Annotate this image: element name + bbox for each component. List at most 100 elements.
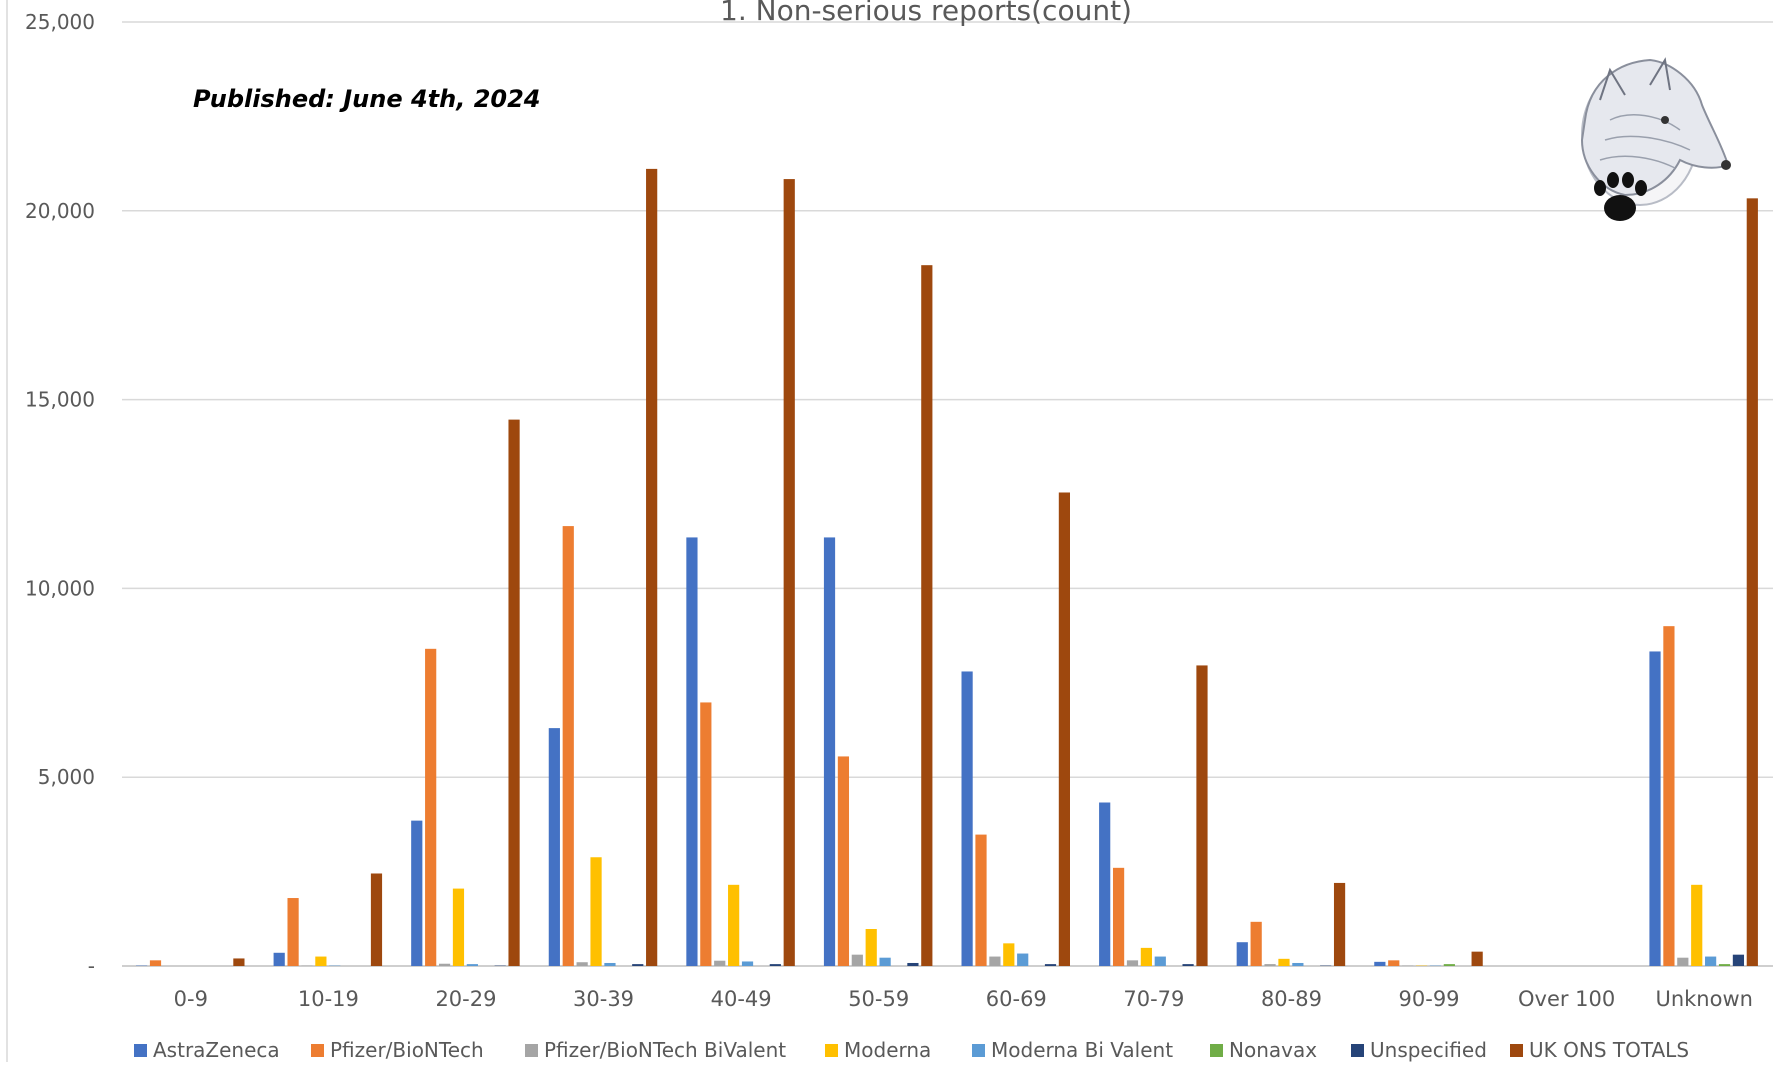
legend-swatch bbox=[1210, 1044, 1223, 1057]
bar-pfizer-biontech-40-49 bbox=[700, 702, 711, 966]
x-category-label: 80-89 bbox=[1261, 987, 1322, 1011]
bar-pfizer-biontech-70-79 bbox=[1113, 868, 1124, 966]
bar-moderna-70-79 bbox=[1141, 948, 1152, 966]
bar-moderna-60-69 bbox=[1003, 943, 1014, 966]
bar-unspecified-30-39 bbox=[632, 964, 643, 966]
bar-uk-ons-totals-unknown bbox=[1747, 198, 1758, 966]
bar-moderna-bi-valent-50-59 bbox=[880, 958, 891, 966]
bar-nonavax-90-99 bbox=[1444, 964, 1455, 966]
bar-pfizer-biontech-bivalent-60-69 bbox=[989, 957, 1000, 966]
bar-uk-ons-totals-80-89 bbox=[1334, 883, 1345, 966]
bar-unspecified-60-69 bbox=[1045, 964, 1056, 966]
legend-swatch bbox=[825, 1044, 838, 1057]
x-category-label: 70-79 bbox=[1123, 987, 1184, 1011]
bar-astrazeneca-50-59 bbox=[824, 537, 835, 966]
bar-pfizer-biontech-bivalent-20-29 bbox=[439, 964, 450, 966]
x-category-label: 20-29 bbox=[435, 987, 496, 1011]
bar-moderna-bi-valent-30-39 bbox=[604, 963, 615, 966]
bar-moderna-bi-valent-unknown bbox=[1705, 957, 1716, 966]
bar-pfizer-biontech-50-59 bbox=[838, 756, 849, 966]
bar-pfizer-biontech-0-9 bbox=[150, 960, 161, 966]
legend-swatch bbox=[134, 1044, 147, 1057]
bar-astrazeneca-80-89 bbox=[1237, 942, 1248, 966]
bar-unspecified-40-49 bbox=[770, 964, 781, 966]
bars bbox=[136, 169, 1758, 966]
x-category-label: 60-69 bbox=[986, 987, 1047, 1011]
x-category-label: Over 100 bbox=[1518, 987, 1615, 1011]
x-category-label: 30-39 bbox=[573, 987, 634, 1011]
legend-swatch bbox=[311, 1044, 324, 1057]
bar-uk-ons-totals-90-99 bbox=[1472, 952, 1483, 966]
legend-swatch bbox=[1351, 1044, 1364, 1057]
bar-nonavax-unknown bbox=[1719, 964, 1730, 966]
bar-pfizer-biontech-unknown bbox=[1663, 626, 1674, 966]
bar-astrazeneca-40-49 bbox=[686, 537, 697, 966]
bar-astrazeneca-90-99 bbox=[1374, 962, 1385, 966]
published-date: Published: June 4th, 2024 bbox=[193, 85, 541, 113]
bar-unspecified-unknown bbox=[1733, 955, 1744, 966]
bar-pfizer-biontech-bivalent-40-49 bbox=[714, 961, 725, 966]
bar-uk-ons-totals-60-69 bbox=[1059, 492, 1070, 966]
bar-uk-ons-totals-70-79 bbox=[1196, 665, 1207, 966]
y-tick-label: 25,000 bbox=[25, 10, 95, 34]
x-category-label: 40-49 bbox=[711, 987, 772, 1011]
bar-pfizer-biontech-bivalent-unknown bbox=[1677, 958, 1688, 966]
x-category-label: 50-59 bbox=[848, 987, 909, 1011]
bar-moderna-20-29 bbox=[453, 889, 464, 966]
bar-pfizer-biontech-bivalent-30-39 bbox=[577, 962, 588, 966]
bar-moderna-bi-valent-60-69 bbox=[1017, 954, 1028, 966]
y-tick-label: 10,000 bbox=[25, 576, 95, 600]
bar-uk-ons-totals-0-9 bbox=[233, 958, 244, 966]
bar-pfizer-biontech-60-69 bbox=[975, 835, 986, 966]
legend-label: Moderna bbox=[844, 1038, 931, 1062]
legend-label: Moderna Bi Valent bbox=[991, 1038, 1173, 1062]
legend: AstraZeneca Pfizer/BioNTech Pfizer/BioNTec… bbox=[134, 1038, 1689, 1062]
bar-astrazeneca-10-19 bbox=[274, 953, 285, 966]
bar-moderna-bi-valent-20-29 bbox=[467, 964, 478, 966]
bar-pfizer-biontech-30-39 bbox=[563, 526, 574, 966]
bar-astrazeneca-70-79 bbox=[1099, 802, 1110, 966]
bar-uk-ons-totals-20-29 bbox=[508, 420, 519, 966]
bar-moderna-unknown bbox=[1691, 885, 1702, 966]
bar-uk-ons-totals-50-59 bbox=[921, 265, 932, 966]
bar-moderna-10-19 bbox=[315, 957, 326, 966]
x-category-label: 90-99 bbox=[1399, 987, 1460, 1011]
bar-astrazeneca-30-39 bbox=[549, 728, 560, 966]
bar-uk-ons-totals-40-49 bbox=[784, 179, 795, 966]
x-category-label: 10-19 bbox=[298, 987, 359, 1011]
bar-unspecified-70-79 bbox=[1182, 964, 1193, 966]
bar-moderna-bi-valent-40-49 bbox=[742, 961, 753, 966]
bar-pfizer-biontech-bivalent-80-89 bbox=[1264, 964, 1275, 966]
legend-label: Pfizer/BioNTech bbox=[330, 1038, 484, 1062]
bar-pfizer-biontech-bivalent-70-79 bbox=[1127, 960, 1138, 966]
y-tick-label: 20,000 bbox=[25, 199, 95, 223]
bar-pfizer-biontech-bivalent-50-59 bbox=[852, 955, 863, 966]
bar-moderna-80-89 bbox=[1278, 959, 1289, 966]
bar-astrazeneca-20-29 bbox=[411, 821, 422, 966]
legend-label: Unspecified bbox=[1370, 1038, 1487, 1062]
legend-label: AstraZeneca bbox=[153, 1038, 280, 1062]
bar-uk-ons-totals-30-39 bbox=[646, 169, 657, 966]
bar-astrazeneca-unknown bbox=[1649, 651, 1660, 966]
wolf-logo-icon bbox=[1582, 60, 1731, 221]
bar-moderna-40-49 bbox=[728, 885, 739, 966]
y-tick-label: - bbox=[88, 954, 95, 978]
legend-label: Pfizer/BioNTech BiValent bbox=[544, 1038, 786, 1062]
x-category-label: 0-9 bbox=[174, 987, 208, 1011]
legend-label: UK ONS TOTALS bbox=[1529, 1038, 1689, 1062]
bar-moderna-bi-valent-80-89 bbox=[1292, 963, 1303, 966]
legend-label: Nonavax bbox=[1229, 1038, 1317, 1062]
bar-pfizer-biontech-80-89 bbox=[1251, 922, 1262, 966]
chart-title: 1. Non-serious reports(count) bbox=[720, 0, 1132, 27]
bar-astrazeneca-60-69 bbox=[962, 671, 973, 966]
bar-uk-ons-totals-10-19 bbox=[371, 873, 382, 966]
bar-pfizer-biontech-90-99 bbox=[1388, 960, 1399, 966]
gridlines bbox=[122, 22, 1773, 966]
x-axis: 0-9 10-19 20-29 30-39 40-49 50-59 60-69 70-79 80… bbox=[174, 987, 1753, 1011]
legend-swatch bbox=[1510, 1044, 1523, 1057]
bar-moderna-30-39 bbox=[590, 857, 601, 966]
bar-pfizer-biontech-20-29 bbox=[425, 649, 436, 966]
legend-swatch bbox=[525, 1044, 538, 1057]
